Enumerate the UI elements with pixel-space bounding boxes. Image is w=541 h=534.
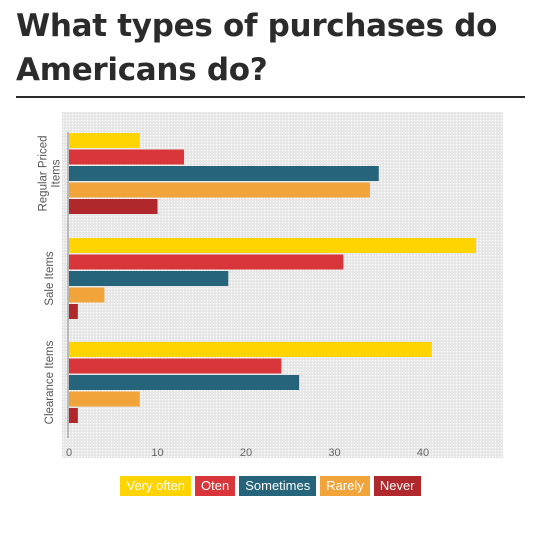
bars-group	[69, 133, 477, 423]
bar-never-regular-priced-items	[69, 199, 158, 214]
bar-rarely-regular-priced-items	[69, 182, 370, 198]
legend: Very often Oten Sometimes Rarely Never	[0, 476, 541, 496]
bar-oten-regular-priced-items	[69, 149, 185, 165]
bar-sometimes-sale-items	[69, 271, 229, 286]
x-tick-label: 30	[328, 447, 340, 459]
bar-very-often-sale-items	[69, 238, 477, 253]
bar-very-often-clearance-items	[69, 342, 432, 357]
bar-never-clearance-items	[69, 408, 78, 423]
category-labels-group: Regular Priced Items Sale Items Clearance I…	[38, 135, 63, 424]
bar-sometimes-clearance-items	[69, 375, 300, 390]
category-label-line: Regular Priced	[38, 135, 50, 211]
chart-title: What types of purchases do Americans do?	[16, 8, 498, 88]
bar-very-often-regular-priced-items	[69, 133, 140, 148]
bar-rarely-sale-items	[69, 287, 105, 303]
legend-item-never: Never	[373, 476, 421, 496]
bar-rarely-clearance-items	[69, 391, 140, 407]
legend-item-sometimes: Sometimes	[239, 476, 317, 496]
category-label-regular-priced-items: Regular Priced Items	[38, 135, 63, 211]
category-label-sale-items: Sale Items	[44, 251, 56, 306]
tick-labels-group: 0 10 20 30 40	[66, 447, 429, 459]
x-tick-label: 40	[417, 447, 429, 459]
bar-never-sale-items	[69, 304, 78, 319]
legend-item-oten: Oten	[195, 476, 236, 496]
bar-sometimes-regular-priced-items	[69, 166, 379, 181]
category-label-clearance-items: Clearance Items	[44, 340, 56, 424]
legend-item-very-often: Very often	[120, 476, 192, 496]
x-tick-label: 20	[240, 447, 252, 459]
category-label-line: Sale Items	[44, 251, 56, 306]
category-label-line: Items	[51, 159, 63, 187]
bar-oten-clearance-items	[69, 358, 282, 374]
x-tick-label: 0	[66, 447, 72, 459]
x-tick-label: 10	[151, 447, 163, 459]
legend-item-rarely: Rarely	[320, 476, 370, 496]
title-underline	[16, 96, 525, 98]
bar-oten-sale-items	[69, 254, 344, 270]
category-label-line: Clearance Items	[44, 340, 56, 424]
